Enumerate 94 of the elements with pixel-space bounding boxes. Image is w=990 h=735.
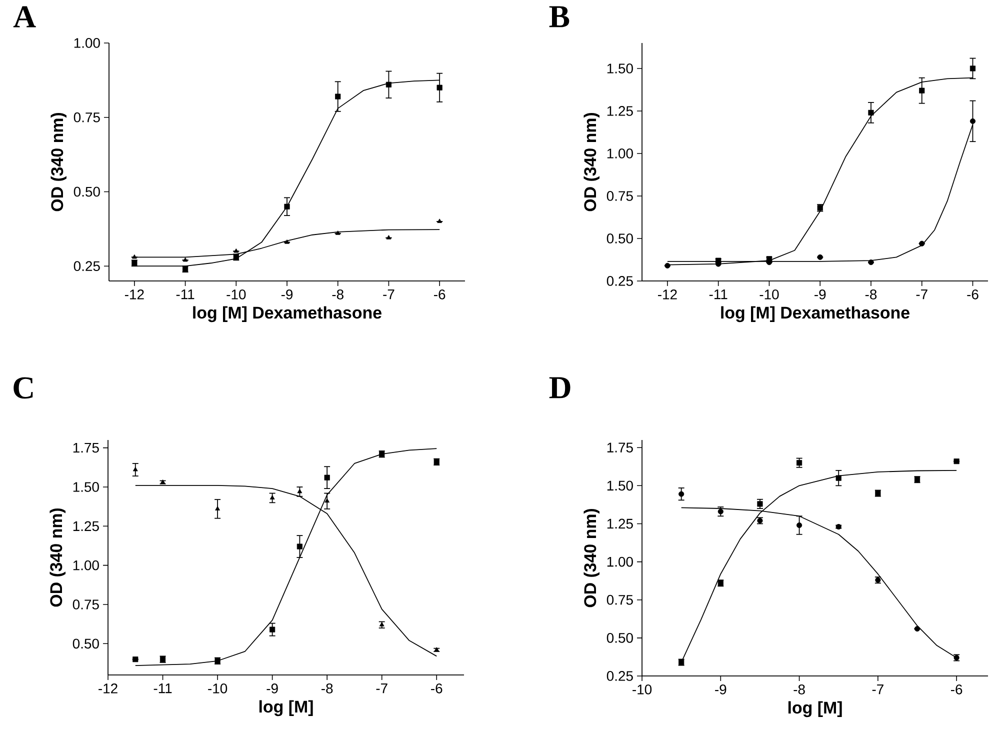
- point: [868, 110, 874, 116]
- y-tick-label: 1.75: [73, 442, 99, 453]
- y-tick-label: 1.00: [607, 556, 633, 567]
- x-tick-label: -12: [124, 289, 144, 300]
- y-tick-label: 0.75: [606, 191, 633, 201]
- x-tick-label: -6: [434, 289, 446, 300]
- x-tick-label: -6: [431, 683, 442, 694]
- y-axis-title: OD (340 nm): [584, 112, 600, 212]
- point: [970, 66, 976, 72]
- x-tick-label: -10: [226, 289, 246, 300]
- point: [919, 88, 925, 94]
- x-axis-title: log [M]: [259, 700, 313, 716]
- point: [132, 254, 137, 259]
- y-tick-label: 0.50: [606, 234, 633, 244]
- x-tick-label: -10: [760, 289, 779, 300]
- point: [132, 466, 138, 472]
- point: [296, 544, 302, 550]
- y-tick-label: 1.50: [73, 482, 99, 492]
- y-tick-label: 1.50: [607, 480, 633, 491]
- y-tick-label: 1.50: [607, 64, 633, 74]
- y-axis-title: OD (340 nm): [50, 112, 66, 212]
- x-tick-label: -10: [208, 683, 228, 694]
- x-tick-label: -11: [154, 684, 172, 694]
- point: [436, 84, 442, 90]
- x-tick-label: -9: [715, 684, 726, 694]
- y-tick-label: 1.25: [73, 521, 99, 532]
- y-tick-label: 0.25: [74, 261, 100, 272]
- x-tick-label: -8: [865, 289, 877, 300]
- point: [270, 495, 275, 500]
- chart-title: C: [14, 377, 33, 399]
- point: [970, 118, 976, 124]
- x-tick-label: -10: [632, 684, 652, 694]
- x-tick-label: -12: [658, 289, 677, 300]
- y-tick-label: 0.50: [72, 638, 99, 649]
- x-tick-label: -7: [872, 684, 884, 694]
- y-axis-title: OD (340 nm): [584, 508, 600, 608]
- x-tick-label: -9: [281, 289, 293, 300]
- point: [796, 522, 802, 528]
- x-tick-label: -6: [967, 289, 978, 300]
- y-tick-label: 1.25: [607, 106, 633, 116]
- y-tick-label: 1.25: [607, 518, 633, 529]
- x-tick-label: -7: [916, 290, 928, 300]
- x-tick-label: -12: [98, 683, 118, 694]
- x-tick-label: -6: [950, 684, 962, 694]
- x-tick-label: -9: [266, 683, 278, 694]
- point: [817, 254, 823, 260]
- point: [270, 626, 276, 632]
- point: [324, 474, 330, 480]
- x-axis-title: log [M] Dexamethasone: [721, 306, 910, 322]
- x-tick-label: -8: [322, 683, 333, 694]
- y-tick-label: 0.75: [606, 594, 633, 605]
- y-tick-label: 1.00: [607, 148, 633, 158]
- y-tick-label: 1.00: [74, 38, 100, 48]
- y-tick-label: 0.75: [72, 600, 99, 610]
- y-tick-label: 1.00: [73, 560, 99, 570]
- point: [234, 248, 239, 253]
- x-tick-label: -8: [794, 684, 805, 694]
- y-tick-label: 0.50: [606, 632, 633, 643]
- x-tick-label: -8: [332, 289, 344, 300]
- chart-title: B: [549, 6, 570, 28]
- point: [919, 240, 925, 246]
- point: [954, 458, 960, 464]
- x-tick-label: -7: [376, 684, 388, 694]
- y-tick-label: 0.75: [74, 112, 100, 122]
- y-axis-title: OD (340 nm): [50, 508, 66, 607]
- point: [664, 262, 670, 268]
- point: [386, 82, 392, 88]
- chart-title: A: [13, 6, 36, 28]
- x-tick-label: -9: [814, 289, 826, 300]
- point: [678, 491, 684, 497]
- point: [914, 626, 920, 632]
- point: [437, 218, 442, 223]
- point: [757, 501, 763, 507]
- point: [836, 475, 842, 481]
- y-tick-label: 0.25: [606, 671, 633, 681]
- y-tick-label: 0.50: [74, 186, 100, 197]
- x-tick-label: -7: [383, 290, 394, 300]
- point: [335, 94, 341, 100]
- x-tick-label: -11: [709, 290, 728, 300]
- point: [182, 257, 188, 262]
- point: [132, 656, 138, 662]
- point: [284, 204, 290, 210]
- x-tick-label: -11: [176, 290, 194, 300]
- point: [215, 506, 220, 510]
- point: [324, 498, 330, 503]
- line-series: [134, 448, 438, 666]
- point: [718, 508, 724, 514]
- y-tick-label: 1.75: [607, 442, 633, 452]
- point: [868, 259, 874, 266]
- chart-title: D: [549, 377, 570, 398]
- x-axis-title: log [M] Dexamethasone: [193, 306, 382, 322]
- y-tick-label: 0.25: [606, 276, 633, 286]
- point: [796, 460, 802, 466]
- x-axis-title: log [M]: [788, 701, 842, 718]
